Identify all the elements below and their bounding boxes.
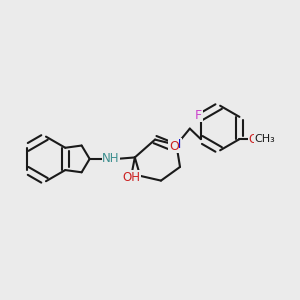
Text: F: F — [195, 109, 202, 122]
Text: N: N — [172, 138, 181, 152]
Text: OH: OH — [122, 171, 140, 184]
Text: O: O — [169, 140, 179, 153]
Text: CH₃: CH₃ — [255, 134, 275, 144]
Text: O: O — [248, 133, 258, 146]
Text: NH: NH — [102, 152, 120, 165]
